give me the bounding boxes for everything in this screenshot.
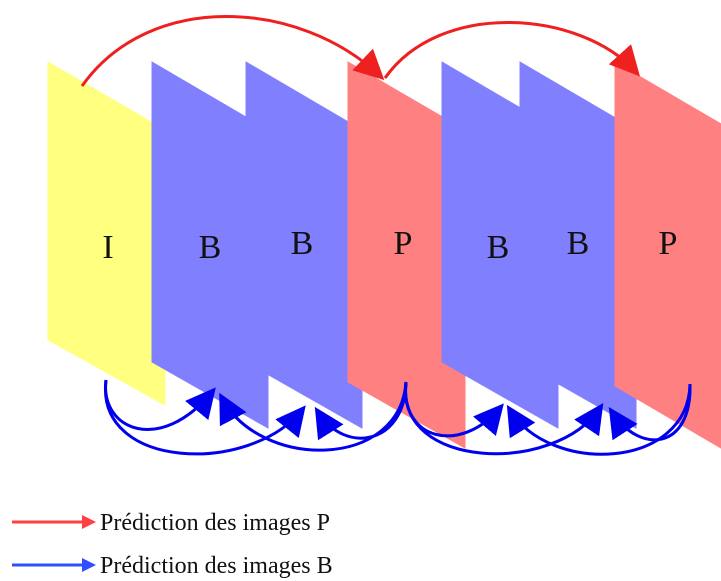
legend-p-prediction: Prédiction des images P xyxy=(12,510,330,536)
b-arrow-i-to-b2 xyxy=(104,379,306,456)
frame-b1-label: B xyxy=(199,229,222,266)
legend-p-arrowhead-icon xyxy=(82,515,96,529)
p-prediction-arrows xyxy=(80,15,641,87)
p-arrow-p1-to-p2 xyxy=(383,21,641,79)
frame-p2-label: P xyxy=(659,225,678,262)
p-arrow-i-to-p1 xyxy=(80,15,385,87)
legend-b-arrowhead-icon xyxy=(82,558,96,572)
b-arrow-p2-to-b3 xyxy=(506,383,692,456)
frame-p2: P xyxy=(614,61,721,449)
legend-b-label: Prédiction des images B xyxy=(100,553,333,579)
frame-p1-label: P xyxy=(394,225,413,262)
b-arrow-p1-to-b1 xyxy=(219,381,408,452)
frames: I B B P B B P xyxy=(47,61,721,449)
b-arrow-p1-to-b4 xyxy=(404,381,604,456)
frame-b1-shape xyxy=(151,61,269,429)
frame-i-shape xyxy=(47,61,166,406)
frame-b1: B xyxy=(151,61,269,429)
frame-p1-shape xyxy=(347,61,466,449)
b-arrow-p2-to-b4 xyxy=(608,383,692,442)
frame-b4-label: B xyxy=(567,225,590,262)
frame-p1: P xyxy=(347,61,466,449)
frame-i-label: I xyxy=(102,229,113,266)
frame-i: I xyxy=(47,61,166,406)
frame-p2-shape xyxy=(614,61,721,449)
frame-b2: B xyxy=(245,61,363,429)
b-prediction-arrows xyxy=(104,379,692,456)
frame-b2-label: B xyxy=(291,225,314,262)
frame-b2-shape xyxy=(245,61,363,429)
legend-p-label: Prédiction des images P xyxy=(100,510,330,536)
b-arrow-p1-to-b2 xyxy=(314,381,408,441)
legend-b-prediction: Prédiction des images B xyxy=(12,553,333,579)
legend: Prédiction des images P Prédiction des i… xyxy=(12,510,333,579)
frame-b3-label: B xyxy=(487,229,510,266)
frame-b4: B xyxy=(519,61,637,429)
